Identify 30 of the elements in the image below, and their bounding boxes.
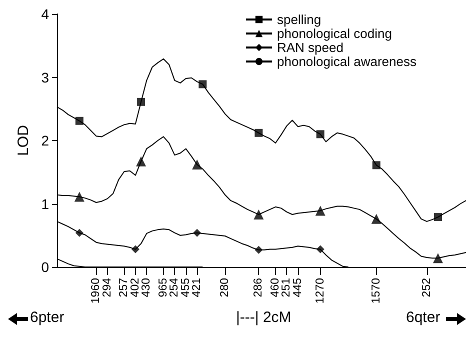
legend-label: RAN speed <box>277 40 344 55</box>
x-tick-label: 430 <box>140 278 153 298</box>
x-tick-label: 286 <box>252 278 265 298</box>
text: 6qter <box>406 309 440 326</box>
y-tick-label: 4 <box>41 6 50 22</box>
text: 6pter <box>30 309 64 326</box>
x-tick-label: 402 <box>129 278 142 298</box>
x-tick-label: 421 <box>191 278 204 298</box>
y-axis-title: LOD <box>15 124 32 156</box>
legend-label: spelling <box>277 12 322 27</box>
x-tick-label: 251 <box>280 278 293 298</box>
legend-label: phonological coding <box>277 26 392 41</box>
y-tick-label: 0 <box>41 259 50 275</box>
legend-label: phonological awareness <box>277 54 417 69</box>
x-tick-label: 460 <box>270 278 282 298</box>
x-tick-label: 965 <box>157 278 170 298</box>
x-tick-label: 257 <box>118 278 130 298</box>
x-tick-label: 445 <box>292 278 304 298</box>
x-tick-label: 280 <box>219 278 232 298</box>
x-tick-label: 252 <box>420 278 433 298</box>
x-tick-label: 1960 <box>90 278 102 304</box>
y-tick-label: 3 <box>41 69 50 86</box>
x-tick-label: 455 <box>180 278 192 298</box>
x-tick-label: 294 <box>101 277 114 298</box>
y-tick-label: 1 <box>41 196 50 212</box>
x-tick-label: 254 <box>168 277 181 298</box>
y-tick-label: 2 <box>41 132 50 148</box>
text: |---| 2cM <box>236 309 292 326</box>
x-tick-label: 1570 <box>370 278 382 304</box>
x-tick-label: 1270 <box>314 278 326 304</box>
